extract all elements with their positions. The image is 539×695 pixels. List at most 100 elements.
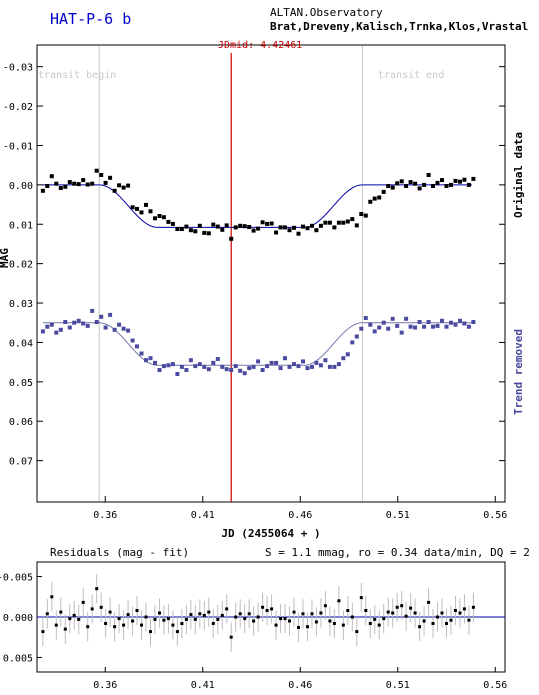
residual-data-point (45, 612, 49, 616)
trend-removed-data-point (395, 323, 400, 328)
residual-data-point (54, 623, 58, 627)
residual-data-point (41, 630, 45, 634)
trend-removed-data-point (466, 324, 471, 329)
residual-data-point (462, 607, 466, 611)
original-data-point (449, 182, 453, 187)
residual-data-point (166, 617, 170, 621)
residual-data-point (175, 630, 179, 634)
original-data-point (229, 236, 234, 241)
residual-data-point (189, 613, 193, 617)
trend-removed-data-point (449, 320, 453, 325)
original-data-point (166, 219, 171, 224)
x-tick-label: 0.36 (93, 510, 117, 521)
trend-removed-data-point (72, 320, 77, 325)
residual-data-point (140, 623, 143, 627)
residual-data-point (234, 615, 238, 619)
residual-data-point (90, 607, 94, 611)
original-data-point (435, 180, 440, 185)
trend-removed-data-point (332, 364, 337, 369)
trend-removed-data-point (256, 359, 261, 364)
original-data-point (135, 206, 139, 211)
original-data-point (242, 224, 247, 229)
residuals-title: Residuals (mag - fit) (50, 546, 189, 559)
original-data-point (117, 183, 122, 188)
original-data-point (345, 219, 350, 224)
original-data-point (81, 178, 86, 183)
trend-removed-data-point (130, 338, 135, 343)
residual-data-point (377, 623, 381, 627)
original-data-point (188, 228, 193, 233)
original-data-point (184, 224, 189, 229)
res-x-tick-label: 0.36 (93, 680, 117, 691)
residual-data-point (162, 618, 166, 622)
trend-removed-data-point (202, 364, 207, 369)
trend-removed-data-point (40, 329, 45, 334)
original-data-point (94, 168, 99, 173)
trend-removed-data-point (135, 344, 139, 349)
original-data-point (301, 224, 305, 229)
original-data-point (408, 180, 413, 185)
original-data-point (238, 223, 243, 228)
original-data-point (45, 184, 50, 188)
residual-data-point (135, 609, 139, 612)
original-data-point (399, 179, 404, 184)
residual-data-point (454, 609, 457, 612)
residual-data-point (418, 625, 422, 629)
fit-curve-original (42, 184, 472, 228)
trend-removed-data-point (404, 316, 409, 321)
original-data-point (404, 184, 409, 188)
res-x-tick-label: 0.51 (386, 680, 410, 691)
trend-removed-data-point (99, 314, 104, 319)
residual-data-point (355, 630, 359, 634)
residual-data-point (220, 613, 224, 617)
residual-data-point (467, 618, 471, 622)
original-data-point (444, 184, 449, 188)
main-model-curves (42, 184, 472, 366)
trend-removed-data-point (58, 327, 63, 332)
trend-removed-data-point (310, 364, 314, 369)
residual-data-point (391, 611, 395, 615)
trend-removed-data-point (238, 368, 243, 373)
y-tick-label: 0.02 (9, 260, 33, 271)
trend-removed-data-point (49, 322, 54, 327)
trend-removed-data-point (372, 329, 377, 334)
transit-end-label: transit end (378, 70, 444, 81)
residual-data-point (270, 607, 274, 611)
trend-removed-data-point (292, 362, 296, 367)
original-data-point (287, 228, 292, 233)
original-data-point (354, 223, 359, 228)
y-tick-label: 0.07 (9, 457, 33, 468)
original-data-point (377, 195, 382, 200)
trend-removed-data-point (148, 356, 153, 361)
original-data-point (283, 225, 287, 230)
original-data-point (76, 182, 81, 187)
residual-data-point (301, 612, 305, 616)
trend-removed-data-point (301, 359, 305, 364)
trend-removed-data-point (215, 357, 220, 361)
trend-removed-data-point (242, 371, 247, 376)
residual-data-point (171, 623, 175, 627)
residual-data-point (131, 619, 135, 623)
original-data-point (431, 184, 435, 188)
trend-removed-data-point (139, 351, 144, 356)
original-data-point (296, 231, 301, 236)
trend-removed-data-point (67, 325, 72, 330)
residual-data-point (427, 600, 431, 604)
trend-removed-data-point (431, 324, 435, 329)
original-data-point (260, 220, 265, 225)
residual-data-point (332, 622, 336, 625)
residual-data-point (158, 611, 161, 615)
original-data-point (233, 225, 238, 230)
original-data-point (224, 223, 229, 228)
residual-data-point (350, 615, 354, 619)
original-data-point (211, 222, 216, 227)
residual-data-point (440, 611, 444, 615)
trend-removed-data-point (314, 360, 319, 365)
original-data-point (323, 220, 328, 225)
y-tick-label: 0.01 (9, 220, 33, 231)
residual-data-point (328, 619, 332, 623)
residual-data-point (337, 599, 341, 603)
residual-data-point (359, 596, 363, 600)
residual-data-point (184, 617, 188, 621)
